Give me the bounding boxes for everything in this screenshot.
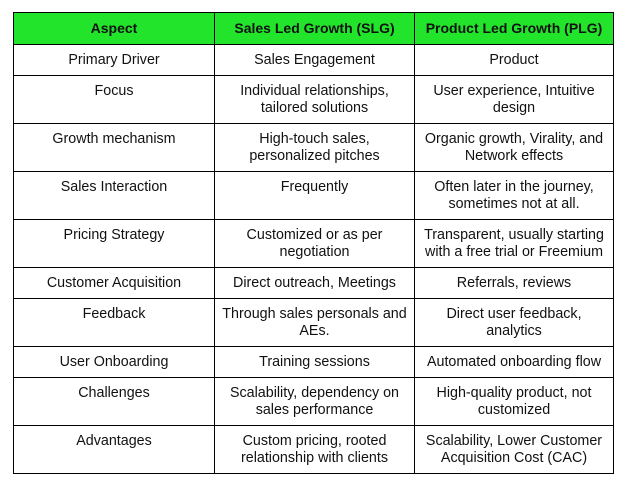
slg-cell: Custom pricing, rooted relationship with… bbox=[214, 425, 415, 474]
plg-cell: Direct user feedback, analytics bbox=[414, 298, 614, 347]
plg-cell: Referrals, reviews bbox=[414, 267, 614, 299]
slg-cell: Scalability, dependency on sales perform… bbox=[214, 377, 415, 426]
table-row: Focus Individual relationships, tailored … bbox=[13, 75, 614, 124]
plg-cell: User experience, Intuitive design bbox=[414, 75, 614, 124]
header-plg: Product Led Growth (PLG) bbox=[414, 12, 614, 45]
slg-cell: High-touch sales, personalized pitches bbox=[214, 123, 415, 172]
plg-cell: Organic growth, Virality, and Network ef… bbox=[414, 123, 614, 172]
slg-cell: Direct outreach, Meetings bbox=[214, 267, 415, 299]
table-row: Growth mechanism High-touch sales, person… bbox=[13, 123, 614, 172]
plg-cell: Transparent, usually starting with a fre… bbox=[414, 219, 614, 268]
table-row: Primary Driver Sales Engagement Product bbox=[13, 44, 614, 76]
header-row: Aspect Sales Led Growth (SLG) Product Le… bbox=[13, 12, 614, 45]
table-row: Pricing Strategy Customized or as per neg… bbox=[13, 219, 614, 268]
slg-cell: Training sessions bbox=[214, 346, 415, 378]
aspect-cell: Primary Driver bbox=[13, 44, 215, 76]
table-body: Primary Driver Sales Engagement Product Foc… bbox=[13, 44, 614, 474]
plg-cell: Automated onboarding flow bbox=[414, 346, 614, 378]
table-row: Feedback Through sales personals and AEs.… bbox=[13, 298, 614, 347]
slg-cell: Frequently bbox=[214, 171, 415, 220]
plg-cell: Product bbox=[414, 44, 614, 76]
aspect-cell: Sales Interaction bbox=[13, 171, 215, 220]
aspect-cell: Challenges bbox=[13, 377, 215, 426]
header-slg: Sales Led Growth (SLG) bbox=[214, 12, 415, 45]
comparison-table: Aspect Sales Led Growth (SLG) Product Le… bbox=[13, 12, 614, 474]
aspect-cell: User Onboarding bbox=[13, 346, 215, 378]
plg-cell: Often later in the journey, sometimes no… bbox=[414, 171, 614, 220]
plg-cell: Scalability, Lower Customer Acquisition … bbox=[414, 425, 614, 474]
slg-cell: Sales Engagement bbox=[214, 44, 415, 76]
slg-cell: Individual relationships, tailored solut… bbox=[214, 75, 415, 124]
table-row: User Onboarding Training sessions Automate… bbox=[13, 346, 614, 378]
table-row: Sales Interaction Frequently Often later i… bbox=[13, 171, 614, 220]
slg-cell: Through sales personals and AEs. bbox=[214, 298, 415, 347]
aspect-cell: Customer Acquisition bbox=[13, 267, 215, 299]
aspect-cell: Pricing Strategy bbox=[13, 219, 215, 268]
comparison-table-wrapper: Aspect Sales Led Growth (SLG) Product Le… bbox=[13, 12, 614, 474]
table-row: Customer Acquisition Direct outreach, Mee… bbox=[13, 267, 614, 299]
aspect-cell: Advantages bbox=[13, 425, 215, 474]
aspect-cell: Feedback bbox=[13, 298, 215, 347]
slg-cell: Customized or as per negotiation bbox=[214, 219, 415, 268]
plg-cell: High-quality product, not customized bbox=[414, 377, 614, 426]
table-row: Challenges Scalability, dependency on sal… bbox=[13, 377, 614, 426]
table-header: Aspect Sales Led Growth (SLG) Product Le… bbox=[13, 12, 614, 45]
table-row: Advantages Custom pricing, rooted relatio… bbox=[13, 425, 614, 474]
aspect-cell: Focus bbox=[13, 75, 215, 124]
aspect-cell: Growth mechanism bbox=[13, 123, 215, 172]
header-aspect: Aspect bbox=[13, 12, 215, 45]
